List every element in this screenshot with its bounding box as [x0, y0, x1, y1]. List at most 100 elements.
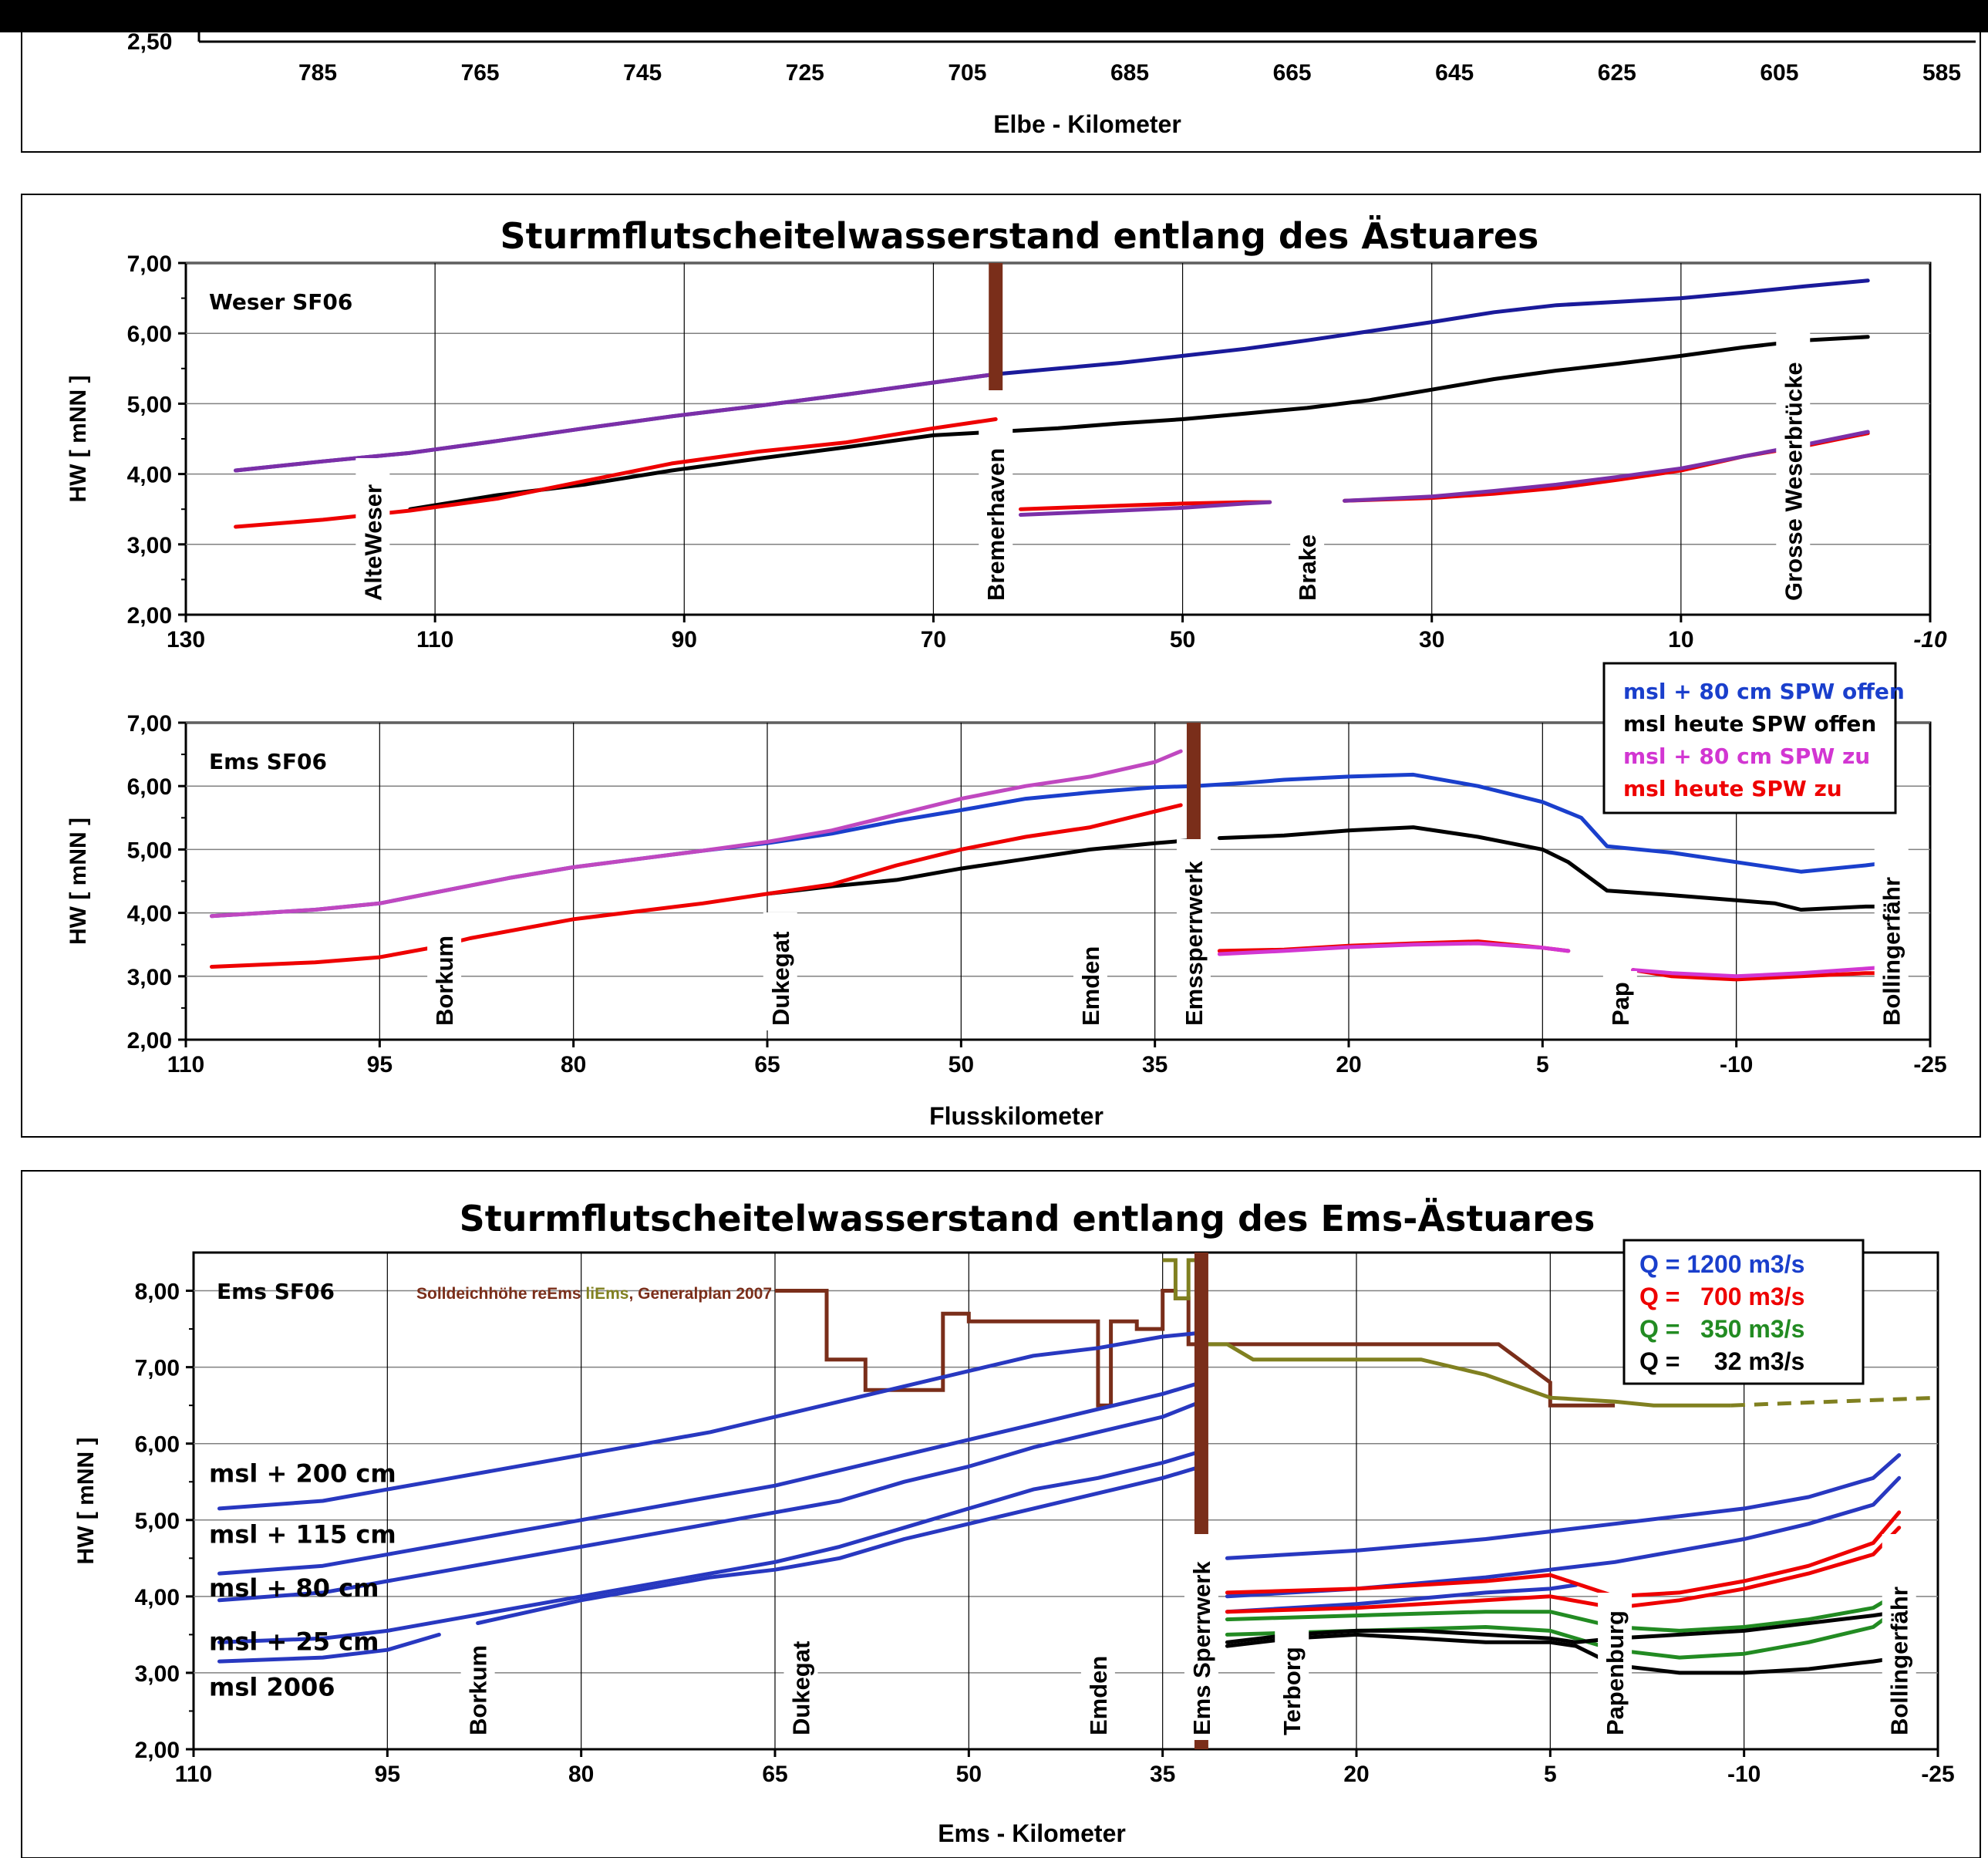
- ems2-series-line: [1225, 1526, 1902, 1614]
- elbe-x-tick-label: 785: [298, 60, 337, 86]
- ems2-annotation-bg: [783, 1622, 818, 1740]
- ems2-legend-box: [1622, 1239, 1865, 1385]
- ems2-scenario-label: msl + 115 cm: [209, 1520, 396, 1549]
- ems-x-tick-label: 65: [754, 1052, 780, 1077]
- ems-y-tick-label: 7,00: [127, 711, 172, 737]
- ems-x-tick-label: 5: [1536, 1052, 1549, 1077]
- ems2-x-tick-label: 35: [1150, 1762, 1175, 1787]
- ems2-annotation-bg: [1275, 1622, 1309, 1740]
- ems-x-tick-label: -10: [1720, 1052, 1753, 1077]
- ems2-station-label: Papenburg: [1602, 1610, 1629, 1735]
- elbe-x-tick-label: 605: [1760, 60, 1798, 86]
- weser-y-tick-label: 5,00: [127, 392, 172, 417]
- ems-station-label: Borkum: [431, 936, 458, 1026]
- ems2-station-label: Terborg: [1279, 1647, 1306, 1735]
- ems2-x-tick-label: 5: [1544, 1762, 1557, 1787]
- ems-chart: 2,00 3,00 4,00 5,00 6,00 7,00 110 95 80 65 50 35 20 5…: [66, 711, 1947, 1077]
- ems-x-tick-label: 35: [1142, 1052, 1168, 1077]
- ems2-series-line: [1225, 1510, 1902, 1599]
- elbe-panel-frame: [21, 8, 1981, 153]
- ems2-legend-entry: Q = 1200 m3/s: [1639, 1250, 1804, 1278]
- ems-x-tick-label: -25: [1913, 1052, 1946, 1077]
- ems2-series-line: [217, 1632, 441, 1664]
- ems2-dike-line: [1730, 1395, 1939, 1408]
- ems2-y-tick-label: 3,00: [135, 1661, 180, 1687]
- elbe-x-ticks: 785 765 745 725 705 685 665 645 625 605 585: [298, 60, 1961, 86]
- ems2-series-line: [217, 1330, 1204, 1511]
- ems2-x-axis-label: Ems - Kilometer: [938, 1819, 1126, 1847]
- ems-annotation-bg: [1874, 824, 1909, 1030]
- ems-x-tick-label: 80: [561, 1052, 586, 1077]
- ems-legend: msl + 80 cm SPW offen msl heute SPW offe…: [1602, 662, 1905, 814]
- dike-label-tail: , Generalplan 2007: [628, 1285, 772, 1303]
- ems2-legend: Q = 1200 m3/s Q = 700 m3/s Q = 350 m3/s …: [1622, 1239, 1865, 1385]
- ems2-series-line: [217, 1449, 1204, 1644]
- ems-legend-entry: msl heute SPW zu: [1623, 776, 1842, 801]
- weser-series-line: [234, 372, 998, 473]
- elbe-chart: 2,50 785 765 745 725 705 685 665 645 625 605 585 E…: [127, 29, 1976, 138]
- weser-y-tick-label: 2,00: [127, 603, 172, 629]
- weser-y-tick-label: 6,00: [127, 322, 172, 347]
- weser-x-tick-label: -10: [1913, 627, 1947, 652]
- elbe-x-tick-label: 745: [623, 60, 662, 86]
- weser-x-tick-label: 30: [1419, 627, 1444, 652]
- ems2-station-label: Emden: [1085, 1656, 1112, 1735]
- weser-x-tick-label: 50: [1170, 627, 1195, 652]
- weser-annotation-bg: [1290, 517, 1325, 605]
- ems-x-axis-label: Flusskilometer: [929, 1102, 1104, 1130]
- weser-x-tick-label: 10: [1668, 627, 1693, 652]
- ems-station-label: Emssperrwerk: [1181, 861, 1208, 1026]
- ems2-annotation-bg: [460, 1637, 495, 1740]
- ems2-series-line: [476, 1464, 1204, 1625]
- weser-station-label: Bremerhaven: [982, 448, 1009, 601]
- ems2-x-tick-label: 50: [956, 1762, 982, 1787]
- weser-ems-panel-frame: [21, 194, 1981, 1138]
- ems-legend-entry: msl + 80 cm SPW zu: [1623, 744, 1870, 769]
- ems2-annotation-bg: [1184, 1534, 1218, 1740]
- ems2-annotation-bg: [1598, 1593, 1633, 1740]
- ems2-station-label: Dukegat: [788, 1641, 815, 1735]
- ems-y-tick-label: 4,00: [127, 902, 172, 927]
- ems-series-line: [1631, 965, 1894, 979]
- ems-barrier-bar: [1186, 723, 1201, 863]
- elbe-y-tick-label: 2,50: [127, 29, 172, 55]
- weser-x-tick-label: 130: [167, 627, 205, 652]
- elbe-x-tick-label: 685: [1110, 60, 1149, 86]
- ems-y-axis-label: HW [ mNN ]: [66, 818, 91, 945]
- elbe-x-tick-label: 765: [461, 60, 500, 86]
- ems-station-label: Emden: [1077, 946, 1104, 1026]
- ems-station-label: Bollingerfähr: [1878, 877, 1905, 1026]
- ems2-y-axis-label: HW [ mNN ]: [73, 1438, 99, 1565]
- ems-annotation-bg: [427, 927, 462, 1030]
- ems2-x-tick-label: 20: [1343, 1762, 1369, 1787]
- ems2-x-tick-label: 110: [175, 1762, 212, 1787]
- elbe-x-tick-label: 625: [1598, 60, 1636, 86]
- ems-series-line: [210, 803, 1183, 969]
- ems2-chart-title: Sturmflutscheitelwasserstand entlang des…: [460, 1198, 1595, 1239]
- ems-y-tick-label: 2,00: [127, 1028, 172, 1054]
- ems2-y-tick-label: 2,00: [135, 1738, 180, 1763]
- ems-annotation-bg: [1073, 942, 1107, 1030]
- ems-annotation-bg: [763, 912, 797, 1030]
- ems-x-tick-label: 20: [1336, 1052, 1361, 1077]
- ems-y-tick-label: 6,00: [127, 774, 172, 800]
- ems-annotation-bg: [1602, 971, 1637, 1030]
- ems2-series-line: [1225, 1610, 1902, 1644]
- ems-x-tick-label: 50: [949, 1052, 974, 1077]
- ems-legend-entry: msl + 80 cm SPW offen: [1623, 679, 1905, 704]
- ems-series-line: [1631, 968, 1894, 982]
- elbe-x-axis-label: Elbe - Kilometer: [993, 110, 1181, 138]
- ems-series-line: [1217, 941, 1571, 956]
- ems2-y-tick-label: 6,00: [135, 1432, 180, 1458]
- ems-station-label: Dukegat: [767, 932, 794, 1026]
- ems2-scenario-label: msl + 80 cm: [209, 1573, 379, 1603]
- ems2-y-tick-label: 4,00: [135, 1585, 180, 1610]
- ems-y-tick-label: 5,00: [127, 838, 172, 863]
- ems-station-label: Pap: [1607, 982, 1634, 1026]
- ems-series-line: [210, 749, 1183, 919]
- ems2-scenario-label: msl + 25 cm: [209, 1627, 379, 1656]
- weser-y-tick-label: 7,00: [127, 251, 172, 277]
- ems2-dike-line: [1162, 1258, 1731, 1408]
- weser-x-tick-label: 90: [672, 627, 697, 652]
